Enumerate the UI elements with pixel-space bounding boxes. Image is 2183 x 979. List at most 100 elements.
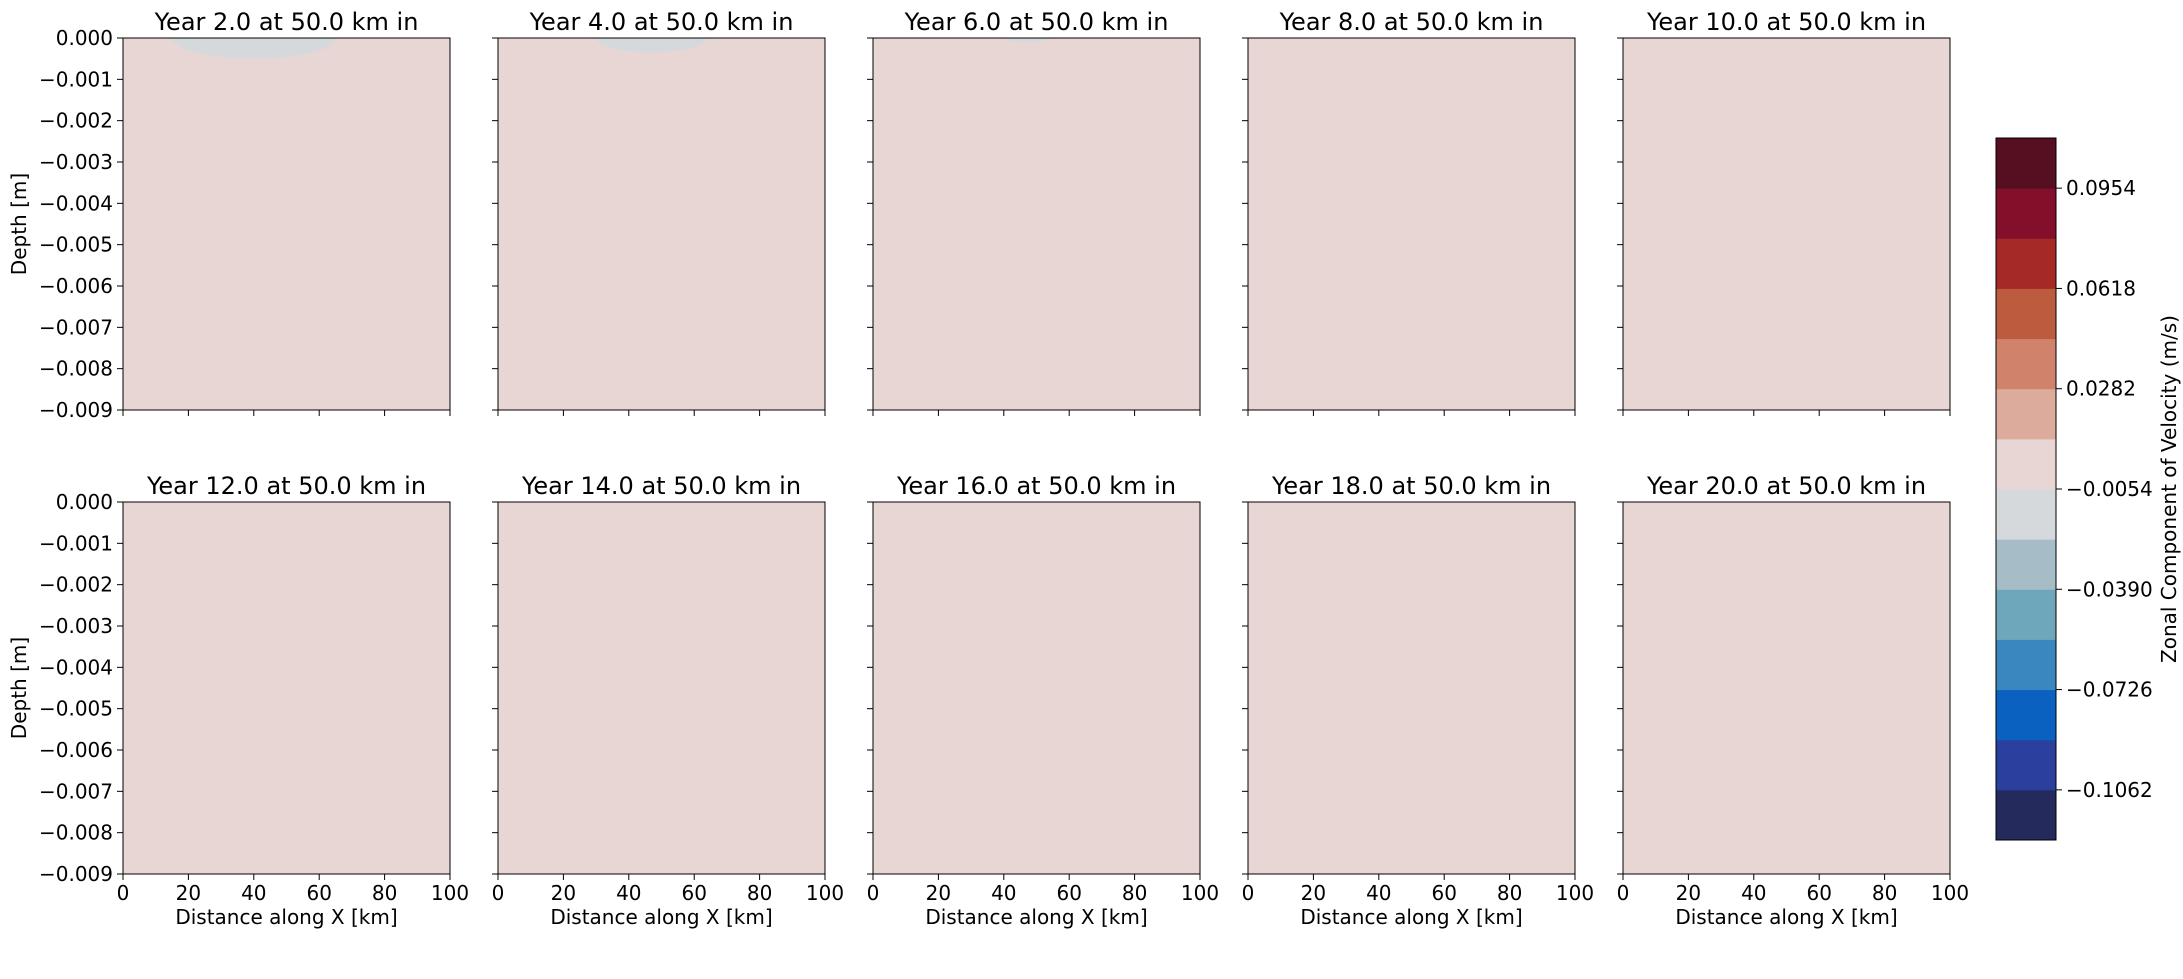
- surface-anomaly: [1003, 38, 1050, 43]
- colorbar-segment: [1996, 338, 2056, 390]
- colorbar-segment: [1996, 238, 2056, 289]
- x-tick-label: 20: [1301, 881, 1326, 905]
- panel-frame: [872, 37, 1201, 411]
- x-tick-label: 20: [551, 881, 576, 905]
- surface-anomaly: [596, 38, 708, 53]
- panel-title: Year 4.0 at 50.0 km in: [529, 8, 794, 36]
- y-tick-label: −0.009: [39, 862, 113, 886]
- y-tick-label: −0.003: [39, 150, 113, 174]
- surface-anomaly: [172, 38, 336, 59]
- colorbar-segment: [1996, 388, 2056, 440]
- y-tick-label: −0.005: [39, 233, 113, 257]
- x-tick-label: 0: [492, 881, 505, 905]
- x-axis-label: Distance along X [km]: [550, 905, 772, 929]
- x-tick-label: 0: [117, 881, 130, 905]
- y-tick-label: −0.006: [39, 274, 113, 298]
- x-axis-label: Distance along X [km]: [925, 905, 1147, 929]
- colorbar-tick-label: −0.1062: [2066, 778, 2153, 802]
- panel-field: [1623, 502, 1950, 874]
- panel-title: Year 20.0 at 50.0 km in: [1646, 472, 1926, 500]
- x-tick-label: 100: [1181, 881, 1219, 905]
- y-tick-label: −0.002: [39, 109, 113, 133]
- panel-frame: [1622, 37, 1951, 411]
- x-tick-label: 100: [806, 881, 844, 905]
- panel-frame: [872, 501, 1201, 875]
- x-axis-label: Distance along X [km]: [175, 905, 397, 929]
- y-tick-label: −0.001: [39, 67, 113, 91]
- x-tick-label: 20: [1676, 881, 1701, 905]
- x-tick-label: 80: [1497, 881, 1522, 905]
- panel-7: Year 14.0 at 50.0 km in 0 20 40 60 80 100 Dista…: [492, 472, 844, 929]
- x-tick-label: 0: [1242, 881, 1255, 905]
- colorbar-segment: [1996, 288, 2056, 340]
- panel-8: Year 16.0 at 50.0 km in 0 20 40 60 80 100 Dista…: [867, 472, 1219, 929]
- x-tick-label: 60: [306, 881, 331, 905]
- x-axis-label: Distance along X [km]: [1675, 905, 1897, 929]
- y-axis-label: Depth [m]: [7, 173, 31, 275]
- x-tick-label: 60: [1806, 881, 1831, 905]
- panel-6: Year 12.0 at 50.0 km in 0 20 40 60 80 100 Dista…: [7, 472, 469, 929]
- panel-field: [498, 38, 825, 410]
- panel-title: Year 18.0 at 50.0 km in: [1271, 472, 1551, 500]
- x-tick-label: 80: [747, 881, 772, 905]
- y-tick-label: 0.000: [56, 26, 113, 50]
- panel-4: Year 8.0 at 50.0 km in: [1242, 8, 1576, 416]
- panel-field: [123, 502, 450, 874]
- x-axis-label: Distance along X [km]: [1300, 905, 1522, 929]
- y-tick-label: −0.008: [39, 821, 113, 845]
- colorbar-segment: [1996, 138, 2056, 189]
- panel-title: Year 14.0 at 50.0 km in: [521, 472, 801, 500]
- y-axis-label: Depth [m]: [7, 637, 31, 739]
- colorbar-tick-label: 0.0618: [2066, 276, 2136, 300]
- y-tick-label: 0.000: [56, 490, 113, 514]
- panel-5: Year 10.0 at 50.0 km in: [1617, 8, 1951, 416]
- panel-frame: [497, 37, 826, 411]
- y-tick-label: −0.009: [39, 398, 113, 422]
- colorbar-segment: [1996, 739, 2056, 791]
- y-tick-label: −0.004: [39, 655, 113, 679]
- panel-field: [873, 502, 1200, 874]
- panel-frame: [1622, 501, 1951, 875]
- colorbar-segment: [1996, 188, 2056, 239]
- colorbar-tick-label: −0.0390: [2066, 577, 2153, 601]
- panel-title: Year 10.0 at 50.0 km in: [1646, 8, 1926, 36]
- x-tick-label: 100: [431, 881, 469, 905]
- y-tick-label: −0.007: [39, 779, 113, 803]
- x-tick-label: 20: [926, 881, 951, 905]
- colorbar-tick-label: −0.0054: [2066, 477, 2153, 501]
- panel-title: Year 12.0 at 50.0 km in: [146, 472, 426, 500]
- panel-10: Year 20.0 at 50.0 km in 0 20 40 60 80 100 Dista…: [1617, 472, 1969, 929]
- colorbar-segment: [1996, 639, 2056, 691]
- panel-frame: [1247, 501, 1576, 875]
- x-tick-label: 0: [1617, 881, 1630, 905]
- panel-title: Year 2.0 at 50.0 km in: [154, 8, 419, 36]
- panel-field: [1248, 502, 1575, 874]
- panel-title: Year 16.0 at 50.0 km in: [896, 472, 1176, 500]
- colorbar-segment: [1996, 789, 2056, 841]
- y-tick-label: −0.001: [39, 531, 113, 555]
- x-tick-label: 40: [1366, 881, 1391, 905]
- colorbar-tick-label: 0.0954: [2066, 176, 2136, 200]
- x-tick-label: 80: [1122, 881, 1147, 905]
- colorbar-tick-label: −0.0726: [2066, 678, 2153, 702]
- panel-field: [1248, 38, 1575, 410]
- panel-2: Year 4.0 at 50.0 km in: [492, 8, 826, 416]
- panel-frame: [122, 37, 451, 411]
- x-tick-label: 60: [1431, 881, 1456, 905]
- panel-3: Year 6.0 at 50.0 km in: [867, 8, 1201, 416]
- panel-frame: [497, 501, 826, 875]
- panel-frame: [1247, 37, 1576, 411]
- x-tick-label: 0: [867, 881, 880, 905]
- panel-field: [123, 38, 450, 410]
- x-tick-label: 80: [1872, 881, 1897, 905]
- x-tick-label: 40: [1741, 881, 1766, 905]
- x-tick-label: 40: [241, 881, 266, 905]
- x-tick-label: 40: [616, 881, 641, 905]
- panel-title: Year 8.0 at 50.0 km in: [1279, 8, 1544, 36]
- colorbar: −0.1062 −0.0726 −0.0390 −0.0054 0.0282 0.0618…: [1995, 137, 2181, 841]
- x-tick-label: 100: [1931, 881, 1969, 905]
- colorbar-segment: [1996, 589, 2056, 640]
- y-tick-label: −0.003: [39, 614, 113, 638]
